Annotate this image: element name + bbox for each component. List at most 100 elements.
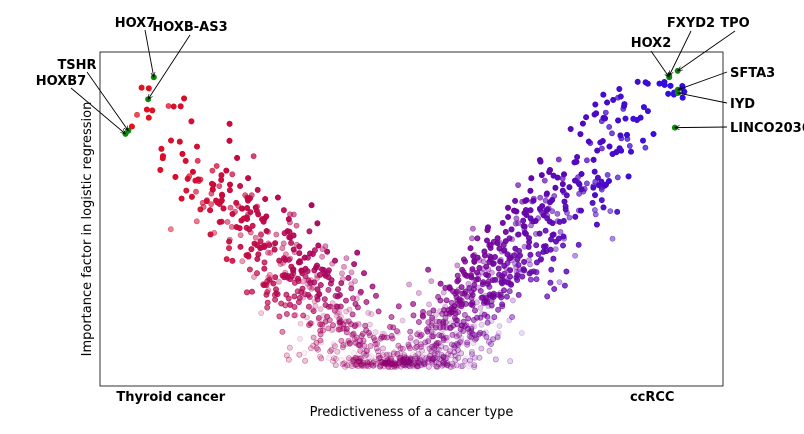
data-point xyxy=(245,197,251,204)
data-point xyxy=(442,284,449,291)
data-point xyxy=(172,173,179,180)
data-point xyxy=(352,339,359,346)
data-point xyxy=(466,328,473,335)
data-point xyxy=(281,274,287,281)
data-point xyxy=(527,207,534,214)
data-point xyxy=(484,281,491,287)
data-point xyxy=(406,358,412,365)
data-point xyxy=(458,322,465,329)
data-point xyxy=(363,299,370,305)
gene-label: SFTA3 xyxy=(730,66,775,81)
data-point xyxy=(417,343,424,350)
data-point xyxy=(346,362,353,369)
data-point xyxy=(413,343,420,350)
data-point xyxy=(363,327,370,334)
data-point xyxy=(363,327,370,334)
data-point xyxy=(486,291,493,298)
data-point xyxy=(495,306,501,313)
data-point xyxy=(512,245,519,252)
data-point xyxy=(477,329,483,336)
data-point xyxy=(593,110,599,117)
data-point xyxy=(412,344,419,351)
data-point xyxy=(428,355,435,362)
data-point xyxy=(327,280,334,287)
data-point xyxy=(410,361,417,368)
data-point xyxy=(515,261,522,268)
data-point xyxy=(467,357,473,364)
data-point xyxy=(428,278,435,284)
data-point xyxy=(363,299,370,305)
data-point xyxy=(410,358,416,364)
data-point xyxy=(394,328,400,334)
data-point xyxy=(490,336,496,342)
data-point xyxy=(392,361,399,368)
gene-label: LINCO2036 xyxy=(730,121,804,136)
data-point xyxy=(488,302,495,309)
data-point xyxy=(429,343,435,350)
data-point xyxy=(331,307,338,314)
data-point xyxy=(469,331,476,337)
data-point xyxy=(429,314,435,321)
data-point xyxy=(561,171,567,178)
data-point xyxy=(397,358,403,364)
data-point xyxy=(578,186,585,193)
data-point xyxy=(160,153,166,159)
data-point xyxy=(409,351,416,358)
data-point xyxy=(254,270,260,277)
data-point xyxy=(474,235,481,242)
data-point xyxy=(361,270,367,277)
data-point xyxy=(453,345,460,352)
data-point xyxy=(397,345,404,352)
data-point xyxy=(439,362,446,369)
data-point xyxy=(287,211,293,218)
data-point xyxy=(383,361,390,368)
data-point xyxy=(314,220,321,227)
data-point xyxy=(280,240,287,247)
data-point xyxy=(454,262,461,269)
data-point xyxy=(272,296,278,303)
data-point xyxy=(452,330,459,337)
data-point xyxy=(351,350,357,356)
data-point xyxy=(438,351,445,358)
data-point xyxy=(454,321,461,328)
annotation-arrow xyxy=(678,30,736,71)
data-point xyxy=(469,292,476,298)
data-point xyxy=(598,197,605,203)
data-point xyxy=(348,269,355,276)
data-point xyxy=(255,251,262,258)
data-point xyxy=(521,267,528,274)
data-point xyxy=(399,345,406,352)
data-point xyxy=(348,363,355,370)
data-point xyxy=(209,167,216,174)
data-point xyxy=(553,238,559,245)
data-point xyxy=(290,270,297,276)
data-point xyxy=(411,361,418,367)
data-point xyxy=(334,310,341,316)
data-point xyxy=(451,303,458,309)
data-point xyxy=(624,131,630,138)
data-point xyxy=(578,171,585,177)
data-point xyxy=(357,338,363,344)
data-point xyxy=(413,343,420,350)
data-point xyxy=(168,137,174,144)
data-point xyxy=(458,297,465,304)
data-point xyxy=(336,292,343,298)
data-point xyxy=(380,352,386,359)
data-point xyxy=(315,287,321,294)
data-point xyxy=(302,357,308,364)
data-point xyxy=(433,363,440,370)
data-point xyxy=(447,324,454,331)
data-point xyxy=(333,303,340,310)
data-point xyxy=(519,273,526,280)
data-point xyxy=(352,354,359,361)
data-point xyxy=(610,97,617,103)
data-point xyxy=(448,309,455,315)
data-point xyxy=(480,265,487,272)
data-point xyxy=(451,342,457,349)
data-point xyxy=(410,361,417,368)
data-point xyxy=(352,300,359,307)
data-point xyxy=(330,341,337,348)
data-point xyxy=(470,286,477,292)
data-point xyxy=(488,269,495,276)
data-point xyxy=(272,274,279,281)
